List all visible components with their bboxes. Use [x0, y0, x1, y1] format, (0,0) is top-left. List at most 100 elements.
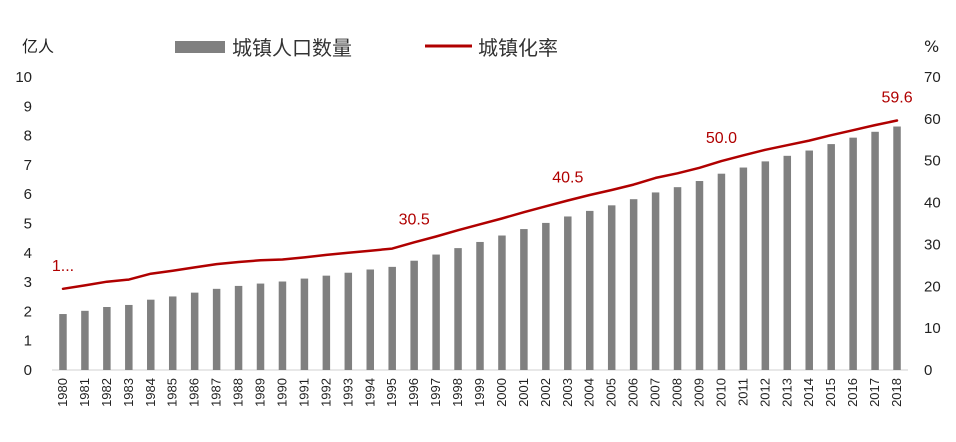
right-axis-unit: % — [924, 37, 939, 56]
bar-2004 — [585, 210, 594, 370]
bar-1984 — [147, 299, 155, 370]
bar-2000 — [498, 235, 506, 370]
left-tick-label: 1 — [24, 333, 32, 350]
left-tick-label: 9 — [24, 98, 32, 115]
x-tick-1993: 1993 — [340, 378, 355, 407]
x-tick-1992: 1992 — [318, 378, 333, 407]
x-tick-1988: 1988 — [231, 378, 246, 407]
bar-2013 — [783, 155, 792, 370]
right-tick-label: 70 — [924, 69, 941, 86]
bar-1981 — [81, 310, 89, 370]
x-tick-1982: 1982 — [99, 378, 114, 407]
x-tick-2006: 2006 — [626, 378, 641, 407]
x-tick-2012: 2012 — [757, 378, 772, 407]
left-tick-label: 7 — [24, 157, 32, 174]
x-tick-1987: 1987 — [209, 378, 224, 407]
bar-2017 — [871, 131, 879, 370]
legend-bar-label: 城镇人口数量 — [232, 36, 352, 60]
x-tick-1994: 1994 — [362, 378, 377, 407]
x-tick-1998: 1998 — [450, 378, 465, 407]
bar-1991 — [300, 278, 309, 370]
x-axis-ticks: 1980 1981 1982 1983 1984 1985 1986 1987 1988 1989… — [55, 378, 904, 407]
data-label-2003: 40.5 — [552, 169, 583, 186]
bar-1988 — [234, 285, 243, 370]
right-tick-label: 10 — [924, 320, 941, 337]
bar-1985 — [168, 296, 177, 370]
data-label-2018: 59.6 — [881, 90, 912, 107]
x-tick-2004: 2004 — [582, 378, 597, 407]
x-tick-2005: 2005 — [604, 378, 619, 407]
bar-2010 — [717, 173, 726, 370]
x-tick-2000: 2000 — [494, 378, 509, 407]
bar-2008 — [673, 187, 682, 370]
bar-1997 — [432, 254, 440, 370]
x-tick-2018: 2018 — [889, 378, 904, 407]
bar-2011 — [739, 167, 748, 370]
x-tick-1986: 1986 — [187, 378, 202, 407]
bar-1999 — [476, 241, 484, 370]
bar-1986 — [190, 292, 199, 370]
bar-2007 — [651, 192, 660, 370]
bar-2018 — [893, 126, 901, 370]
right-tick-label: 20 — [924, 278, 941, 295]
left-tick-label: 10 — [15, 69, 32, 86]
x-tick-2016: 2016 — [845, 378, 860, 407]
left-tick-label: 5 — [24, 216, 32, 233]
bar-1992 — [322, 275, 331, 370]
x-tick-2011: 2011 — [735, 378, 750, 406]
left-tick-label: 3 — [24, 274, 32, 291]
left-tick-label: 4 — [24, 245, 32, 262]
bar-1990 — [278, 281, 287, 370]
x-tick-1980: 1980 — [55, 378, 70, 407]
x-tick-2009: 2009 — [691, 378, 706, 407]
x-tick-2008: 2008 — [670, 378, 685, 407]
x-tick-1985: 1985 — [165, 378, 180, 407]
data-label-1996: 30.5 — [399, 211, 430, 228]
left-axis-unit: 亿人 — [22, 37, 54, 56]
x-tick-2015: 2015 — [823, 378, 838, 407]
x-tick-2014: 2014 — [801, 378, 816, 407]
bar-1996 — [410, 260, 418, 370]
bar-1983 — [125, 304, 133, 370]
legend: 城镇人口数量 城镇化率 — [175, 36, 558, 60]
x-tick-2017: 2017 — [867, 378, 882, 407]
right-tick-label: 0 — [924, 362, 932, 379]
x-tick-2001: 2001 — [516, 378, 531, 407]
bar-1998 — [454, 248, 462, 370]
right-tick-label: 50 — [924, 153, 941, 170]
legend-bar-swatch — [175, 41, 225, 53]
bar-series — [59, 126, 901, 370]
x-tick-2002: 2002 — [538, 378, 553, 407]
urbanization-rate-line — [61, 119, 899, 291]
bar-2006 — [629, 199, 638, 370]
right-tick-label: 60 — [924, 111, 941, 128]
data-label-1980: 1... — [52, 258, 74, 275]
x-tick-1995: 1995 — [384, 378, 399, 407]
legend-line-label: 城镇化率 — [478, 36, 558, 60]
bar-2014 — [805, 150, 813, 370]
bar-1994 — [366, 269, 375, 370]
right-axis-ticks: 0 10 20 30 40 50 60 70 — [924, 69, 941, 379]
bar-2001 — [520, 229, 528, 370]
left-tick-label: 6 — [24, 186, 32, 203]
bar-2016 — [849, 137, 857, 370]
x-tick-2007: 2007 — [648, 378, 663, 407]
bar-2009 — [695, 181, 704, 370]
bar-1995 — [388, 266, 396, 370]
x-tick-1991: 1991 — [296, 378, 311, 407]
left-tick-label: 2 — [24, 303, 32, 320]
x-tick-1983: 1983 — [121, 378, 136, 407]
x-tick-2003: 2003 — [560, 378, 575, 407]
bar-1993 — [344, 272, 353, 370]
x-tick-1990: 1990 — [274, 378, 289, 407]
x-tick-1997: 1997 — [428, 378, 443, 407]
right-tick-label: 30 — [924, 236, 941, 253]
bar-1980 — [59, 314, 67, 370]
bar-1987 — [212, 288, 221, 370]
data-labels: 1... 30.5 40.5 50.0 59.6 — [52, 90, 913, 275]
left-tick-label: 8 — [24, 128, 32, 145]
line-series — [61, 119, 899, 291]
bar-2015 — [827, 144, 835, 370]
bar-1989 — [256, 283, 265, 370]
bar-2003 — [564, 216, 572, 370]
